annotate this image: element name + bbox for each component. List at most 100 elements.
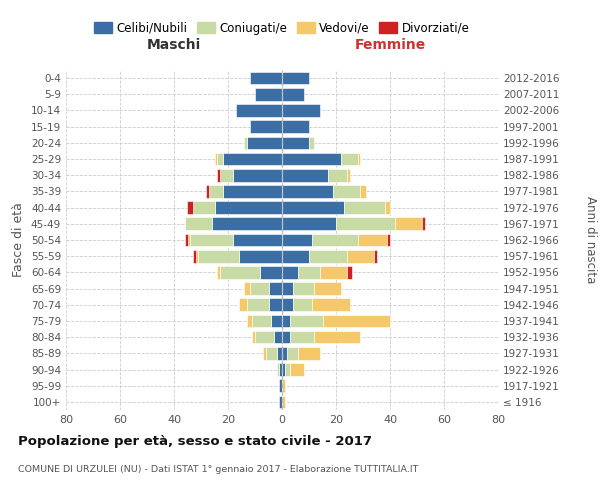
Bar (277, 347, 282, 360)
Bar (220, 169, 233, 181)
Bar (282, 331, 290, 344)
Y-axis label: Fasce di età: Fasce di età (13, 202, 25, 278)
Bar (198, 250, 239, 262)
Bar (263, 347, 266, 360)
Bar (190, 234, 233, 246)
Bar (395, 218, 422, 230)
Text: Femmine: Femmine (355, 38, 425, 52)
Bar (347, 266, 352, 278)
Bar (358, 152, 360, 166)
Bar (260, 266, 282, 278)
Bar (282, 88, 304, 101)
Text: Popolazione per età, sesso e stato civile - 2017: Popolazione per età, sesso e stato civil… (18, 435, 372, 448)
Bar (252, 314, 271, 328)
Bar (293, 298, 312, 311)
Bar (282, 380, 285, 392)
Bar (233, 169, 282, 181)
Bar (347, 169, 349, 181)
Bar (271, 314, 282, 328)
Bar (422, 218, 425, 230)
Bar (223, 185, 282, 198)
Bar (250, 120, 282, 133)
Bar (269, 298, 282, 311)
Bar (290, 363, 304, 376)
Bar (215, 202, 282, 214)
Bar (277, 363, 280, 376)
Bar (220, 266, 260, 278)
Bar (193, 250, 196, 262)
Bar (239, 250, 282, 262)
Bar (274, 331, 282, 344)
Bar (358, 234, 388, 246)
Bar (209, 185, 223, 198)
Bar (314, 282, 341, 295)
Bar (282, 104, 320, 117)
Text: COMUNE DI URZULEI (NU) - Dati ISTAT 1° gennaio 2017 - Elaborazione TUTTITALIA.IT: COMUNE DI URZULEI (NU) - Dati ISTAT 1° g… (18, 465, 418, 474)
Bar (360, 185, 366, 198)
Bar (312, 234, 358, 246)
Bar (282, 218, 336, 230)
Bar (217, 266, 220, 278)
Bar (187, 202, 193, 214)
Bar (282, 396, 285, 408)
Bar (196, 250, 198, 262)
Bar (285, 363, 290, 376)
Bar (282, 72, 309, 85)
Bar (282, 152, 341, 166)
Bar (282, 234, 312, 246)
Bar (266, 347, 277, 360)
Bar (255, 88, 282, 101)
Bar (250, 282, 269, 295)
Bar (223, 152, 282, 166)
Bar (253, 331, 255, 344)
Bar (290, 331, 314, 344)
Bar (255, 331, 274, 344)
Bar (293, 282, 314, 295)
Bar (282, 266, 298, 278)
Bar (239, 298, 247, 311)
Bar (282, 250, 309, 262)
Bar (236, 104, 282, 117)
Bar (388, 234, 390, 246)
Bar (247, 314, 252, 328)
Bar (385, 202, 390, 214)
Bar (282, 363, 285, 376)
Bar (280, 396, 282, 408)
Bar (250, 72, 282, 85)
Bar (282, 185, 334, 198)
Bar (374, 250, 377, 262)
Bar (282, 202, 344, 214)
Bar (269, 282, 282, 295)
Bar (290, 314, 323, 328)
Bar (215, 152, 217, 166)
Bar (309, 250, 347, 262)
Bar (287, 347, 298, 360)
Legend: Celibi/Nubili, Coniugati/e, Vedovi/e, Divorziati/e: Celibi/Nubili, Coniugati/e, Vedovi/e, Di… (94, 22, 470, 35)
Bar (206, 185, 209, 198)
Bar (320, 266, 347, 278)
Bar (247, 136, 282, 149)
Bar (298, 266, 320, 278)
Bar (312, 298, 349, 311)
Bar (341, 152, 358, 166)
Bar (282, 298, 293, 311)
Text: Maschi: Maschi (147, 38, 201, 52)
Bar (309, 136, 314, 149)
Bar (280, 363, 282, 376)
Bar (328, 169, 347, 181)
Bar (212, 218, 282, 230)
Bar (244, 136, 247, 149)
Bar (282, 282, 293, 295)
Bar (298, 347, 320, 360)
Bar (244, 282, 250, 295)
Bar (282, 120, 309, 133)
Text: Anni di nascita: Anni di nascita (584, 196, 597, 284)
Bar (314, 331, 360, 344)
Bar (282, 136, 309, 149)
Bar (185, 234, 187, 246)
Bar (334, 185, 360, 198)
Bar (187, 234, 190, 246)
Bar (282, 169, 328, 181)
Bar (282, 314, 290, 328)
Bar (280, 380, 282, 392)
